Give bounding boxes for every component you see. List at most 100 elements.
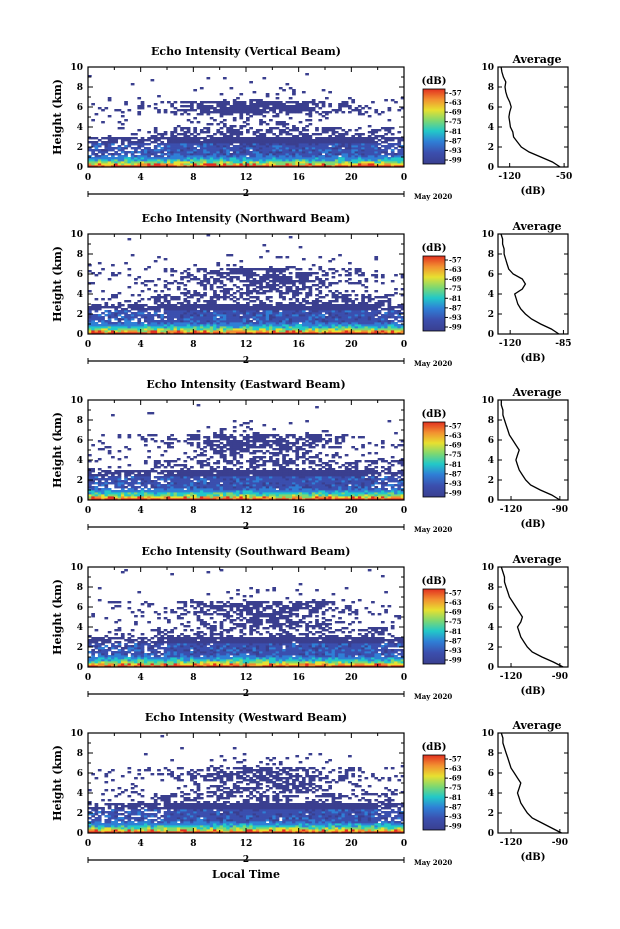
panel-5: Echo Intensity (Westward Beam) 0 2 4 6 8 10 Hei… [51, 711, 569, 867]
colorbar-tick-label: -87 [449, 636, 462, 645]
y-tick-label: 0 [77, 663, 83, 673]
average-profile-line [500, 66, 561, 168]
panel-1: Echo Intensity (Vertical Beam) 0 2 4 6 8 10 Hei… [51, 45, 572, 201]
x-tick-label: 0 [401, 173, 407, 183]
average-frame [497, 66, 569, 168]
panel-title: Echo Intensity (Southward Beam) [142, 545, 351, 558]
average-unit: (dB) [521, 186, 546, 197]
average-y-tick-label: 8 [488, 416, 494, 426]
colorbar-tick-label: -75 [449, 450, 462, 459]
heatmap-cells [88, 569, 405, 668]
average-x-tick-label: -120 [500, 672, 523, 682]
y-tick-label: 6 [77, 103, 83, 113]
y-tick-label: 10 [70, 729, 83, 739]
heatmap-cells [88, 735, 405, 834]
x-tick-label: 4 [138, 173, 144, 183]
x-tick-label: 12 [240, 340, 253, 350]
x-tick-label: 0 [401, 506, 407, 516]
panel-title: Echo Intensity (Vertical Beam) [151, 45, 341, 58]
x-tick-label: 0 [401, 340, 407, 350]
average-profile-plot: Average 0 2 4 6 8 10 -120 -90 (dB) [481, 553, 569, 697]
colorbar-tick-label: -81 [449, 627, 462, 636]
x-tick-label: 16 [292, 839, 305, 849]
average-profile-plot: Average 0 2 4 6 8 10 -120 -85 (dB) [481, 220, 571, 364]
average-y-tick-label: 8 [488, 749, 494, 759]
colorbar-tick-label: -93 [449, 479, 462, 488]
y-tick-label: 2 [77, 809, 83, 819]
y-tick-label: 8 [77, 416, 83, 426]
average-y-tick-label: 6 [488, 769, 494, 779]
colorbar-tick-label: -69 [449, 774, 462, 783]
average-y-tick-label: 6 [488, 270, 494, 280]
colorbar-tick-label: -87 [449, 136, 462, 145]
colorbar: (dB)-57-63-69-75-81-87-93-99 [422, 76, 462, 165]
y-axis-label: Height (km) [51, 79, 64, 155]
panel-title: Echo Intensity (Westward Beam) [145, 711, 347, 724]
y-tick-label: 4 [77, 456, 83, 466]
x-tick-label: 12 [240, 173, 253, 183]
y-axis-label: Height (km) [51, 579, 64, 655]
average-profile-plot: Average 0 2 4 6 8 10 -120 -50 (dB) [481, 53, 572, 197]
average-unit: (dB) [521, 519, 546, 530]
colorbar-tick-label: -75 [449, 783, 462, 792]
average-y-tick-label: 10 [481, 63, 494, 73]
average-y-tick-label: 4 [488, 789, 494, 799]
x-tick-label: 4 [138, 839, 144, 849]
colorbar-tick-label: -75 [449, 617, 462, 626]
colorbar-tick-label: -81 [449, 294, 462, 303]
colorbar-scale [422, 754, 446, 831]
colorbar-unit: (dB) [422, 243, 447, 254]
panel-2: Echo Intensity (Northward Beam) 0 2 4 6 8 10 He… [51, 212, 572, 368]
average-y-tick-label: 10 [481, 563, 494, 573]
y-tick-label: 6 [77, 270, 83, 280]
average-y-tick-label: 2 [488, 310, 494, 320]
average-profile-line [500, 400, 561, 501]
colorbar-tick-label: -93 [449, 812, 462, 821]
y-tick-label: 4 [77, 123, 83, 133]
average-y-tick-label: 4 [488, 123, 494, 133]
colorbar-tick-label: -69 [449, 275, 462, 284]
average-y-tick-label: 8 [488, 83, 494, 93]
average-y-tick-label: 2 [488, 476, 494, 486]
average-x-tick-label: -90 [552, 505, 568, 515]
y-tick-label: 10 [70, 230, 83, 240]
y-tick-label: 0 [77, 496, 83, 506]
y-tick-label: 8 [77, 250, 83, 260]
panel-4: Echo Intensity (Southward Beam) 0 2 4 6 8 10 He… [51, 545, 569, 701]
average-title: Average [511, 719, 561, 732]
average-y-tick-label: 6 [488, 603, 494, 613]
average-y-tick-label: 8 [488, 583, 494, 593]
colorbar-tick-label: -75 [449, 284, 462, 293]
day-marker: 2 [243, 855, 249, 865]
average-title: Average [511, 53, 561, 66]
colorbar-tick-label: -93 [449, 313, 462, 322]
day-marker: 2 [243, 689, 249, 699]
average-x-tick-label: -120 [498, 172, 521, 182]
colorbar-scale [422, 88, 446, 165]
panel-title: Echo Intensity (Eastward Beam) [146, 378, 345, 391]
average-x-tick-label: -120 [499, 339, 522, 349]
x-tick-label: 20 [345, 340, 358, 350]
average-y-tick-label: 4 [488, 623, 494, 633]
x-tick-label: 0 [85, 673, 91, 683]
y-tick-label: 6 [77, 436, 83, 446]
day-marker: 2 [243, 356, 249, 366]
y-tick-label: 10 [70, 63, 83, 73]
average-y-tick-label: 0 [488, 163, 494, 173]
y-tick-label: 4 [77, 789, 83, 799]
x-tick-label: 0 [401, 673, 407, 683]
y-tick-label: 10 [70, 396, 83, 406]
average-y-tick-label: 10 [481, 230, 494, 240]
colorbar: (dB)-57-63-69-75-81-87-93-99 [422, 409, 462, 498]
colorbar-tick-label: -69 [449, 608, 462, 617]
x-tick-label: 8 [190, 173, 196, 183]
x-tick-label: 20 [345, 673, 358, 683]
x-tick-label: 0 [85, 173, 91, 183]
colorbar-tick-label: -57 [449, 755, 462, 764]
average-y-tick-label: 4 [488, 290, 494, 300]
x-tick-label: 0 [85, 340, 91, 350]
x-tick-label: 12 [240, 839, 253, 849]
colorbar-scale [422, 588, 446, 665]
colorbar-tick-label: -99 [449, 822, 462, 831]
date-label: May 2020 [414, 525, 452, 534]
